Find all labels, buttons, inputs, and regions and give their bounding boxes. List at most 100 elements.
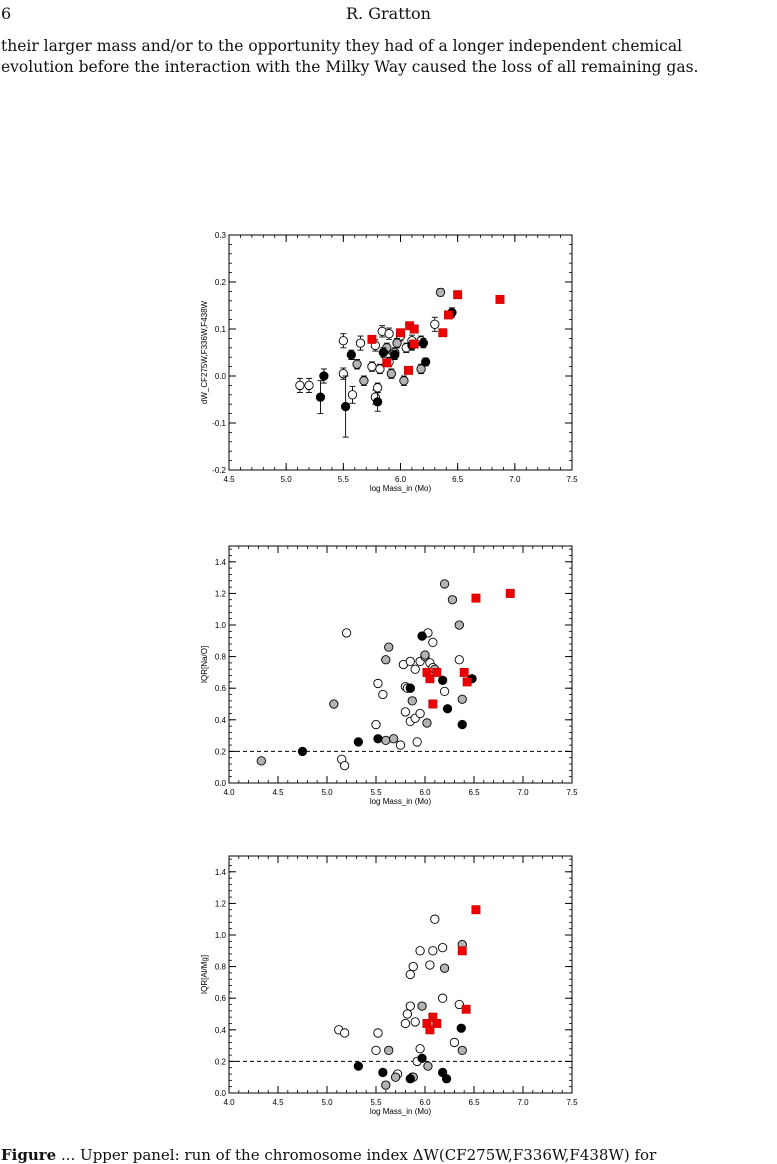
open-circle-point — [378, 689, 388, 700]
black-circle-point — [390, 350, 400, 360]
y-tick-label: -0.1 — [212, 419, 226, 428]
black-circle-point — [315, 392, 326, 402]
red-square-point — [432, 1019, 442, 1028]
y-tick-label: 1.2 — [215, 899, 227, 908]
red-square-point — [428, 699, 438, 709]
x-tick-label: 5.0 — [281, 475, 293, 484]
open-circle-point — [410, 664, 420, 674]
x-tick-label: 7.0 — [517, 788, 529, 797]
open-circle-point — [449, 1037, 460, 1048]
y-tick-label: -0.2 — [212, 466, 226, 475]
red-square-point — [457, 946, 467, 956]
x-tick-label: 7.5 — [566, 1098, 578, 1107]
black-circle-point — [457, 719, 467, 730]
red-square-point — [404, 365, 413, 375]
open-circle-point — [373, 678, 383, 689]
x-tick-label: 7.0 — [517, 1098, 529, 1107]
open-circle-point — [400, 1018, 411, 1029]
red-square-point — [425, 674, 435, 684]
open-circle-point — [372, 383, 383, 393]
gray-circle-point — [384, 642, 394, 652]
x-tick-label: 6.5 — [452, 475, 464, 484]
open-circle-point — [405, 656, 415, 666]
y-tick-label: 0.6 — [215, 994, 227, 1003]
open-circle-point — [384, 329, 394, 339]
open-circle-point — [339, 1028, 350, 1038]
open-circle-point — [355, 338, 366, 348]
gray-circle-point — [447, 595, 458, 605]
y-tick-label: 0.8 — [215, 963, 227, 972]
open-circle-point — [415, 1044, 425, 1054]
open-circle-point — [395, 740, 406, 750]
paragraph-line-1: their larger mass and/or to the opportun… — [1, 37, 683, 55]
open-circle-point — [373, 1028, 383, 1038]
red-square-point — [459, 667, 469, 677]
open-circle-point — [430, 914, 440, 924]
black-circle-point — [418, 338, 429, 348]
y-tick-label: 0.0 — [215, 1089, 227, 1098]
black-circle-point — [405, 1074, 415, 1084]
black-circle-point — [417, 1053, 427, 1063]
black-circle-point — [340, 401, 351, 412]
open-circle-point — [400, 707, 411, 717]
gray-circle-point — [384, 1045, 394, 1055]
x-tick-label: 7.0 — [509, 475, 521, 484]
open-circle-point — [415, 946, 425, 956]
y-tick-label: 0.8 — [215, 653, 227, 662]
caption-text: ... Upper panel: run of the chromosome i… — [60, 1146, 657, 1164]
paragraph-line-2: evolution before the interaction with th… — [1, 58, 699, 76]
black-circle-point — [297, 746, 308, 757]
y-tick-label: 0.1 — [215, 325, 227, 334]
black-circle-point — [442, 704, 453, 714]
x-tick-label: 5.5 — [370, 1098, 382, 1107]
black-circle-point — [456, 1023, 466, 1033]
open-circle-point — [295, 380, 305, 391]
x-axis-label: log Mass_in (Mo) — [370, 484, 432, 493]
y-tick-label: 0.0 — [215, 372, 227, 381]
chart-iqr-almg-vs-mass: 4.0 4.5 5.0 5.5 6.0 6.5 7.0 7.5 0.0 0.2 0.4 0.6 0.8 1… — [200, 855, 578, 1116]
x-tick-label: 5.0 — [321, 788, 333, 797]
gray-circle-point — [407, 696, 417, 706]
open-circle-point — [405, 1001, 415, 1011]
open-circle-point — [405, 969, 415, 980]
red-square-point — [453, 290, 463, 300]
x-tick-label: 6.0 — [419, 788, 431, 797]
open-circle-point — [454, 655, 464, 665]
gray-circle-point — [329, 699, 339, 709]
open-circle-point — [341, 628, 352, 638]
page-number: 6 — [1, 4, 12, 23]
y-tick-label: 1.0 — [215, 621, 227, 630]
chart-iqr-nao-vs-mass: 4.0 4.5 5.0 5.5 6.0 6.5 7.0 7.5 0.0 0.2 0.4 0.6 0.8 1… — [200, 545, 578, 806]
y-tick-label: 0.2 — [215, 1057, 227, 1066]
red-square-point — [495, 294, 505, 304]
red-square-point — [438, 328, 448, 338]
x-tick-label: 4.0 — [223, 788, 235, 797]
y-tick-label: 1.4 — [215, 868, 227, 877]
gray-circle-point — [359, 376, 369, 386]
gray-circle-point — [381, 655, 391, 665]
y-tick-label: 0.0 — [215, 779, 227, 788]
gray-circle-point — [435, 287, 446, 297]
black-circle-point — [373, 734, 383, 744]
gray-circle-point — [439, 579, 450, 589]
body-paragraph: their larger mass and/or to the opportun… — [1, 36, 775, 78]
x-tick-label: 6.0 — [419, 1098, 431, 1107]
black-circle-point — [353, 737, 364, 747]
gray-circle-point — [352, 359, 362, 369]
x-tick-label: 4.5 — [272, 788, 284, 797]
red-square-point — [471, 593, 481, 603]
y-tick-label: 1.4 — [215, 558, 227, 567]
open-circle-point — [437, 942, 448, 953]
black-circle-point — [441, 1074, 452, 1084]
open-circle-point — [430, 319, 440, 329]
x-tick-label: 6.5 — [468, 1098, 480, 1107]
x-tick-label: 4.5 — [272, 1098, 284, 1107]
gray-circle-point — [392, 338, 402, 348]
open-circle-point — [338, 368, 348, 379]
caption-label: Figure — [1, 1146, 57, 1164]
red-square-point — [432, 667, 442, 677]
gray-circle-point — [381, 1080, 391, 1090]
y-axis-label: IQR[Al/Mg] — [200, 955, 209, 994]
y-tick-label: 1.2 — [215, 589, 227, 598]
y-tick-label: 0.2 — [215, 278, 227, 287]
